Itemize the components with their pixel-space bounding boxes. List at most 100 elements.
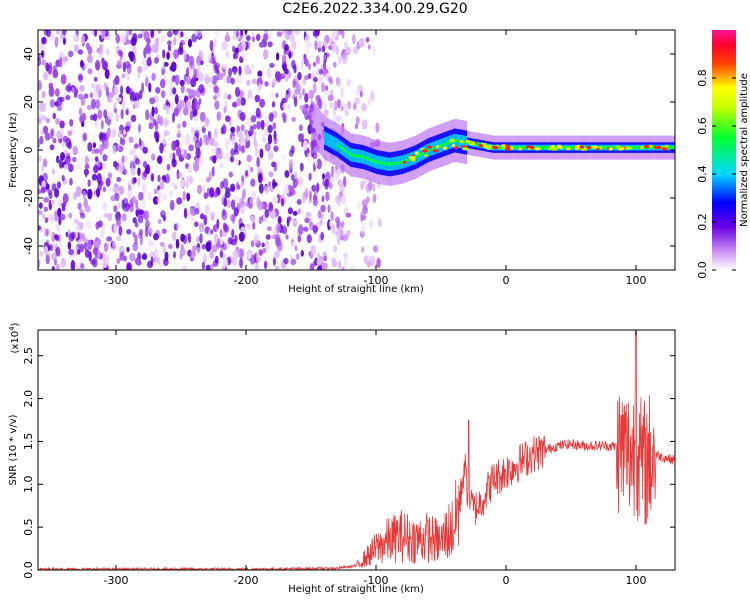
noise-blob	[222, 152, 228, 160]
noise-blob	[41, 90, 46, 99]
noise-blob	[253, 136, 257, 147]
track-center	[498, 146, 500, 150]
noise-blob	[89, 92, 93, 99]
noise-blob	[239, 257, 244, 269]
noise-blob	[327, 64, 331, 73]
noise-blob	[135, 199, 139, 209]
track-center	[522, 146, 525, 150]
track-center	[399, 160, 401, 165]
noise-blob	[286, 267, 291, 270]
noise-blob	[107, 172, 113, 180]
noise-blob	[231, 257, 237, 267]
noise-blob	[321, 262, 328, 270]
noise-blob	[94, 59, 101, 71]
track-center	[396, 161, 399, 165]
noise-blob	[60, 74, 67, 85]
noise-blob	[171, 76, 176, 83]
noise-blob	[41, 115, 47, 121]
noise-blob	[287, 207, 293, 215]
track-hotspot	[566, 147, 571, 151]
track-center	[361, 155, 363, 159]
y-tick-label: 2.5	[22, 347, 35, 365]
track-core-inner	[330, 135, 332, 149]
track-center	[374, 159, 376, 164]
noise-blob	[172, 112, 175, 123]
track-center	[346, 150, 348, 154]
noise-blob	[125, 86, 131, 95]
noise-blob	[209, 250, 214, 259]
noise-blob	[302, 78, 307, 86]
track-center	[477, 143, 479, 147]
noise-blob	[269, 92, 275, 98]
noise-blob	[285, 93, 289, 103]
track-hotspot	[649, 144, 654, 148]
noise-blob	[195, 147, 201, 159]
noise-blob	[309, 263, 315, 270]
noise-blob	[228, 171, 233, 178]
noise-blob	[169, 80, 174, 89]
noise-blob	[79, 116, 84, 124]
noise-blob	[193, 135, 198, 142]
noise-blob	[40, 186, 46, 194]
noise-blob	[119, 251, 125, 261]
noise-blob	[337, 55, 342, 64]
noise-blob	[213, 233, 219, 244]
noise-blob	[38, 116, 42, 124]
track-center	[370, 158, 373, 162]
noise-blob	[188, 144, 195, 152]
noise-blob	[329, 102, 334, 109]
colorbar-tick-label: 0.6	[696, 117, 709, 135]
noise-blob	[154, 106, 158, 115]
noise-blob	[141, 58, 147, 66]
noise-blob	[151, 72, 156, 81]
noise-blob	[224, 100, 228, 109]
noise-blob	[97, 250, 101, 259]
noise-blob	[201, 243, 206, 250]
noise-blob	[134, 221, 139, 228]
noise-blob	[269, 62, 275, 68]
noise-blob	[328, 177, 333, 183]
noise-blob	[77, 73, 84, 83]
noise-blob	[335, 115, 342, 122]
noise-blob	[114, 75, 120, 86]
noise-blob	[97, 220, 103, 228]
snr-multiplier-base: (x10	[10, 331, 21, 354]
noise-blob	[137, 33, 143, 39]
noise-blob	[363, 255, 369, 265]
noise-blob	[60, 152, 65, 161]
noise-blob	[50, 128, 54, 140]
noise-blob	[222, 63, 228, 70]
noise-blob	[305, 211, 312, 217]
noise-blob	[181, 264, 188, 270]
track-center	[442, 143, 444, 147]
noise-blob	[57, 207, 62, 218]
noise-blob	[168, 189, 174, 198]
noise-blob	[331, 32, 336, 43]
noise-blob	[38, 225, 42, 231]
noise-blob	[51, 231, 56, 243]
track-center	[418, 153, 421, 157]
noise-blob	[58, 159, 64, 169]
noise-blob	[199, 233, 203, 244]
noise-blob	[183, 207, 188, 219]
noise-blob	[306, 234, 312, 244]
noise-blob	[134, 143, 139, 149]
noise-blob	[268, 181, 271, 188]
noise-blob	[176, 123, 181, 129]
noise-blob	[177, 172, 183, 179]
noise-blob	[250, 178, 256, 187]
noise-blob	[96, 187, 100, 198]
chart-title: C2E6.2022.334.00.29.G20	[282, 1, 468, 17]
noise-blob	[171, 158, 177, 168]
noise-blob	[340, 196, 344, 203]
snr-frame	[37, 329, 676, 571]
noise-blob	[161, 192, 168, 202]
noise-blob	[102, 202, 108, 211]
noise-blob	[240, 97, 246, 106]
noise-blob	[72, 156, 77, 163]
noise-blob	[323, 59, 327, 71]
noise-blob	[43, 71, 49, 81]
noise-blob	[230, 126, 236, 133]
noise-blob	[303, 140, 308, 151]
noise-blob	[97, 109, 103, 120]
